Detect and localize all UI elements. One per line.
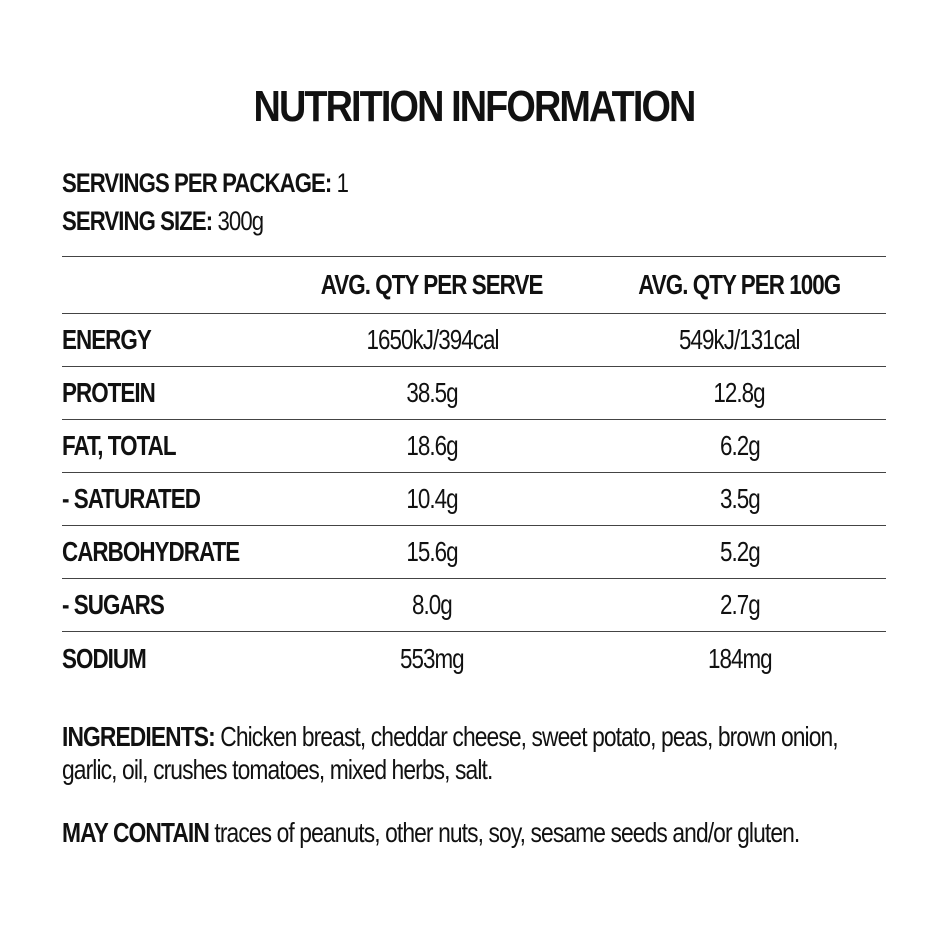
row-per-serve: 15.6g bbox=[406, 536, 458, 567]
row-per-100g: 12.8g bbox=[713, 377, 766, 408]
row-label: CARBOHYDRATE bbox=[62, 536, 240, 567]
row-per-100g: 3.5g bbox=[719, 483, 761, 514]
nutrition-table: AVG. QTY PER SERVE AVG. QTY PER 100G ENE… bbox=[62, 256, 886, 685]
serving-size-value: 300g bbox=[217, 206, 265, 236]
table-header-row: AVG. QTY PER SERVE AVG. QTY PER 100G bbox=[62, 257, 886, 314]
ingredients-list: Chicken breast, cheddar cheese, sweet po… bbox=[62, 721, 839, 785]
row-per-serve: 8.0g bbox=[412, 589, 453, 620]
row-per-serve: 18.6g bbox=[406, 430, 458, 461]
table-row: SODIUM 553mg 184mg bbox=[62, 632, 886, 685]
row-label: FAT, TOTAL bbox=[62, 430, 177, 461]
may-contain-text: traces of peanuts, other nuts, soy, sesa… bbox=[214, 817, 800, 848]
servings-per-package-label: SERVINGS PER PACKAGE: bbox=[62, 168, 332, 198]
table-row: ENERGY 1650kJ/394cal 549kJ/131cal bbox=[62, 314, 886, 367]
row-per-serve: 38.5g bbox=[406, 377, 458, 408]
header-cell-per-serve: AVG. QTY PER SERVE bbox=[321, 269, 544, 300]
row-per-serve: 10.4g bbox=[406, 483, 458, 514]
servings-per-package-value: 1 bbox=[336, 168, 349, 198]
ingredients-label: INGREDIENTS: bbox=[62, 721, 216, 752]
row-per-serve: 1650kJ/394cal bbox=[365, 324, 499, 355]
row-label: PROTEIN bbox=[62, 377, 156, 408]
table-row: CARBOHYDRATE 15.6g 5.2g bbox=[62, 526, 886, 579]
allergen-statement: MAY CONTAIN traces of peanuts, other nut… bbox=[62, 816, 885, 849]
servings-block: SERVINGS PER PACKAGE: 1 SERVING SIZE: 30… bbox=[62, 164, 349, 240]
page-title: NUTRITION INFORMATION bbox=[253, 82, 697, 131]
serving-size-label: SERVING SIZE: bbox=[62, 206, 213, 236]
nutrition-panel: NUTRITION INFORMATION SERVINGS PER PACKA… bbox=[62, 0, 886, 945]
row-per-100g: 6.2g bbox=[719, 430, 761, 461]
row-label: - SATURATED bbox=[62, 483, 201, 514]
row-per-100g: 2.7g bbox=[719, 589, 761, 620]
row-per-serve: 553mg bbox=[400, 642, 465, 674]
row-label: SODIUM bbox=[62, 642, 147, 674]
ingredients-text: INGREDIENTS: Chicken breast, cheddar che… bbox=[62, 720, 885, 786]
table-row: - SUGARS 8.0g 2.7g bbox=[62, 579, 886, 632]
row-per-100g: 549kJ/131cal bbox=[679, 324, 800, 355]
row-per-100g: 184mg bbox=[707, 642, 773, 674]
row-per-100g: 5.2g bbox=[719, 536, 761, 567]
row-label: ENERGY bbox=[62, 324, 152, 355]
table-row: - SATURATED 10.4g 3.5g bbox=[62, 473, 886, 526]
row-label: - SUGARS bbox=[62, 589, 165, 620]
header-cell-per-100g: AVG. QTY PER 100G bbox=[638, 269, 842, 300]
servings-per-package: SERVINGS PER PACKAGE: 1 bbox=[62, 164, 349, 202]
serving-size: SERVING SIZE: 300g bbox=[62, 202, 348, 240]
table-row: FAT, TOTAL 18.6g 6.2g bbox=[62, 420, 886, 473]
table-row: PROTEIN 38.5g 12.8g bbox=[62, 367, 886, 420]
may-contain-label: MAY CONTAIN bbox=[62, 817, 210, 848]
